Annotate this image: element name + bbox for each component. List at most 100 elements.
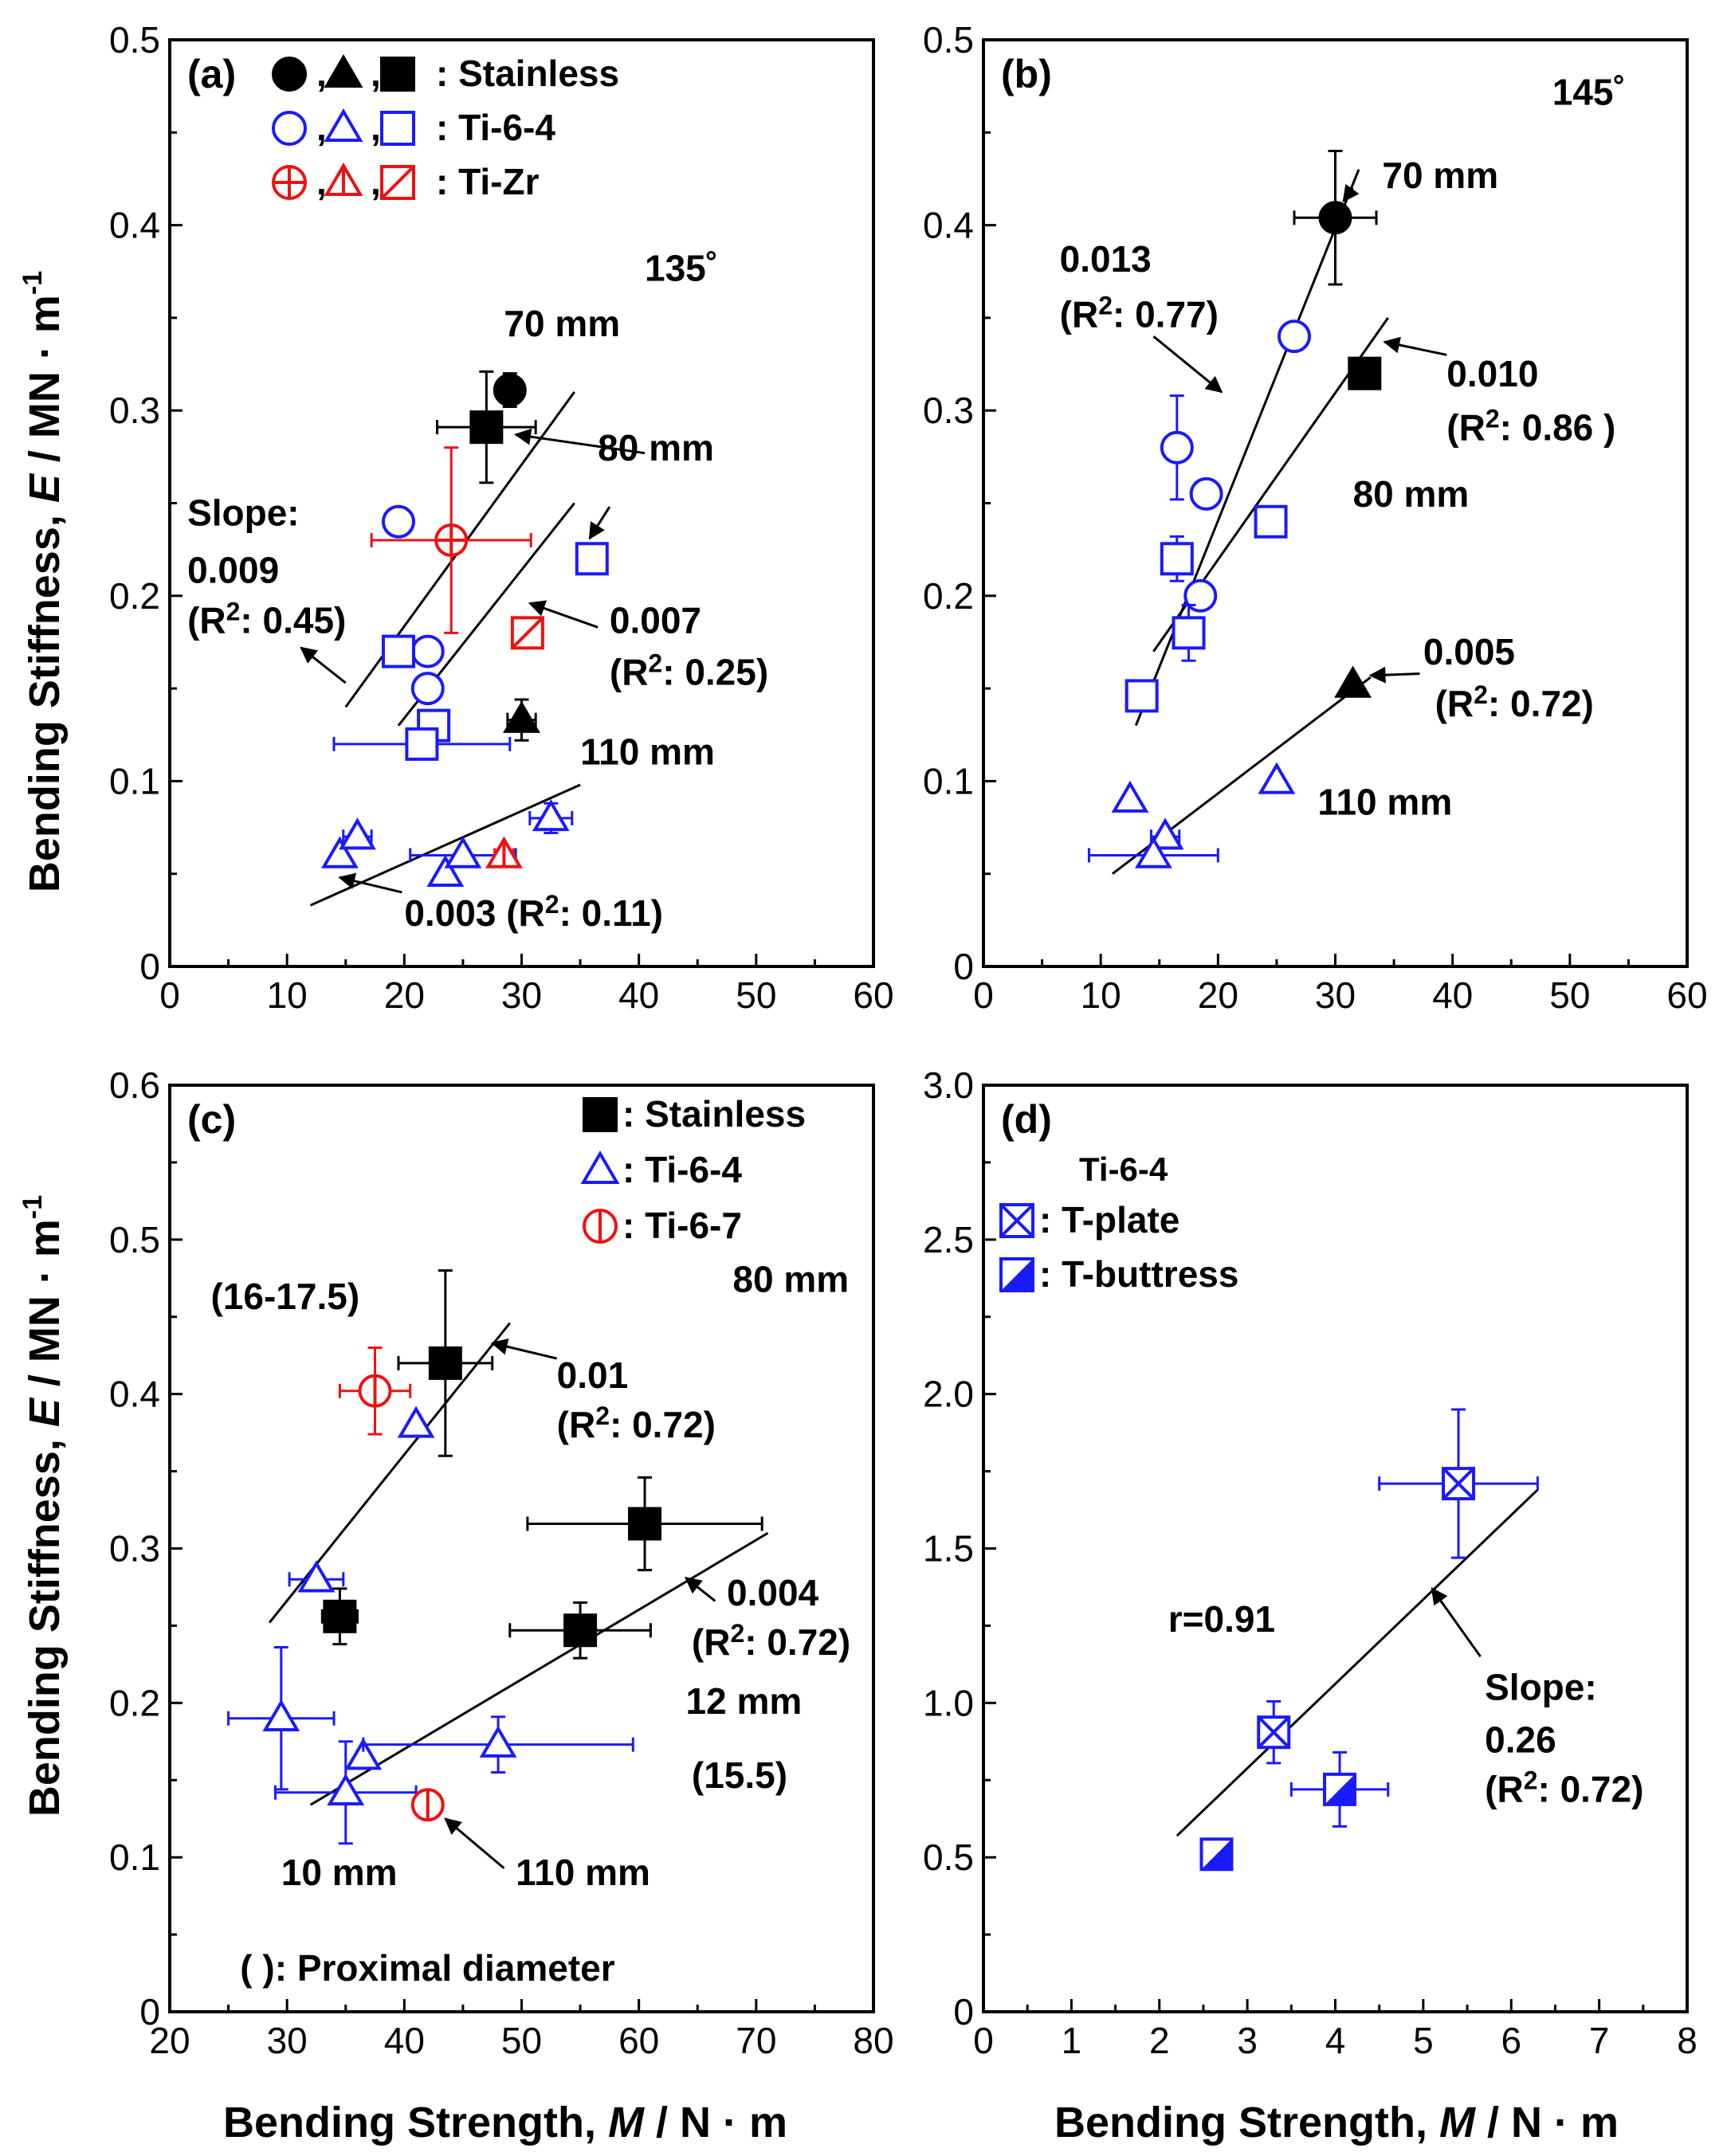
x-tick-label: 30: [1315, 974, 1356, 1016]
point-marker-triangle: [297, 1560, 336, 1593]
annotation-label: 110 mm: [580, 731, 715, 772]
marker-triangle: [503, 700, 540, 733]
text-part: : 0.72): [744, 1621, 850, 1663]
annotation-label: r=0.91: [1168, 1598, 1275, 1640]
annotation-label: 145˚: [1552, 71, 1626, 112]
text-part: 70 mm: [1382, 155, 1498, 196]
data-point: [1277, 319, 1311, 354]
data-point: [320, 836, 359, 868]
point-marker-square: [1348, 356, 1382, 390]
data-point: [344, 1738, 383, 1770]
x-tick-label: 50: [501, 2020, 542, 2061]
legend-label: : Stainless: [436, 53, 619, 94]
point-marker-triangle: [262, 1699, 300, 1731]
point-marker-triangle: [532, 799, 570, 832]
marker-square: [380, 57, 415, 92]
y-tick-label: 0.2: [923, 575, 974, 617]
x-tick-label: 6: [1501, 2020, 1521, 2061]
data-point: [1199, 1837, 1234, 1872]
text-part: (R: [1060, 294, 1099, 335]
data-point: [1146, 817, 1184, 850]
legend-separator: ,: [316, 53, 327, 94]
marker-triangle: [320, 836, 359, 868]
point-marker-triangle: [1334, 665, 1372, 698]
marker-circle: [381, 504, 415, 539]
marker-circle: [1183, 578, 1218, 613]
y-tick-label: 0: [139, 946, 160, 987]
fit-line: [1176, 1488, 1539, 1837]
point-marker-circle: [410, 1788, 445, 1822]
point-marker-triangle: [327, 1773, 365, 1806]
legend-marker: [380, 57, 415, 92]
point-marker-circle: [410, 634, 445, 668]
superscript: 2: [730, 1619, 744, 1648]
y-title-pre: Bending Stiffness,: [21, 1427, 69, 1817]
data-point: [526, 1476, 763, 1572]
y-axis-title-bottom: Bending Stiffness, E / MN · m-1: [18, 1195, 69, 1817]
x-tick-label: 50: [1549, 974, 1590, 1016]
panel-label: (c): [187, 1097, 236, 1142]
marker-circle: [1189, 476, 1223, 511]
marker-square: [563, 1613, 598, 1648]
data-point: [508, 1601, 652, 1660]
legend-label: : Stainless: [622, 1093, 806, 1135]
marker-circle: [493, 373, 527, 407]
legend-marker: [580, 1151, 620, 1184]
data-point: [332, 727, 512, 761]
point-marker-triangle: [503, 700, 540, 733]
marker-triangle: [327, 1773, 365, 1806]
x-tick-label: 10: [1081, 974, 1121, 1016]
annotation-label: ( ): Proximal diameter: [240, 1947, 614, 1989]
x-tick-label: 20: [149, 2020, 190, 2061]
marker-circle: [1277, 319, 1311, 354]
x-axis-title-c: Bending Strength, M / N · m: [223, 2099, 787, 2146]
data-point: [510, 616, 544, 650]
annotation-label: 110 mm: [516, 1852, 650, 1893]
x-title-pre: Bending Strength,: [1054, 2099, 1439, 2146]
point-marker-circle: [1189, 476, 1223, 511]
superscript: 2: [1098, 292, 1113, 320]
x-title-post: / N · m: [644, 2099, 787, 2146]
point-marker-square: [405, 727, 439, 761]
annotation-label: 70 mm: [1382, 155, 1498, 196]
annotation-label: (R2: 0.77): [1060, 292, 1219, 335]
point-marker-square: [1199, 1837, 1234, 1872]
data-point: [1125, 679, 1159, 713]
annotation-arrow: [528, 600, 599, 629]
x-tick-label: 30: [501, 974, 542, 1016]
x-tick-label: 60: [853, 974, 893, 1016]
point-marker-triangle: [426, 854, 465, 887]
text-part: : 0.77): [1113, 294, 1219, 335]
annotation-label: (R2: 0.72): [1485, 1766, 1643, 1809]
marker-triangle: [1134, 836, 1172, 868]
data-point: [370, 446, 532, 634]
text-part: (15.5): [692, 1754, 787, 1796]
legend-marker: [272, 111, 307, 146]
marker-diag: [511, 616, 544, 649]
legend-label: : Ti-Zr: [436, 161, 540, 202]
text-part: 0.013: [1060, 238, 1152, 280]
text-part: (R: [187, 599, 226, 641]
data-point: [575, 542, 609, 576]
annotation-arrow: [300, 646, 347, 684]
annotation-label: 80 mm: [1353, 473, 1470, 515]
marker-diag: [1257, 1715, 1290, 1749]
marker-diag: [380, 165, 415, 200]
point-marker-square: [1254, 504, 1288, 539]
y-title-var: E: [21, 1397, 69, 1427]
point-marker-triangle: [485, 836, 523, 868]
marker-diag: [999, 1203, 1034, 1238]
legend-separator: ,: [371, 53, 381, 94]
annotation-arrow: [444, 1817, 505, 1869]
marker-triangle: [324, 54, 363, 88]
point-marker-square: [1257, 1715, 1291, 1750]
text-part: 0.01: [557, 1354, 629, 1396]
x-tick-label: 4: [1325, 2020, 1346, 2061]
text-part: 145˚: [1552, 71, 1626, 112]
data-point: [1087, 836, 1219, 868]
point-marker-triangle: [320, 836, 359, 868]
x-title-var: M: [1439, 2099, 1476, 2146]
legend-separator: ,: [316, 161, 327, 202]
marker-triangle: [1111, 780, 1149, 813]
marker-square: [1172, 616, 1206, 650]
